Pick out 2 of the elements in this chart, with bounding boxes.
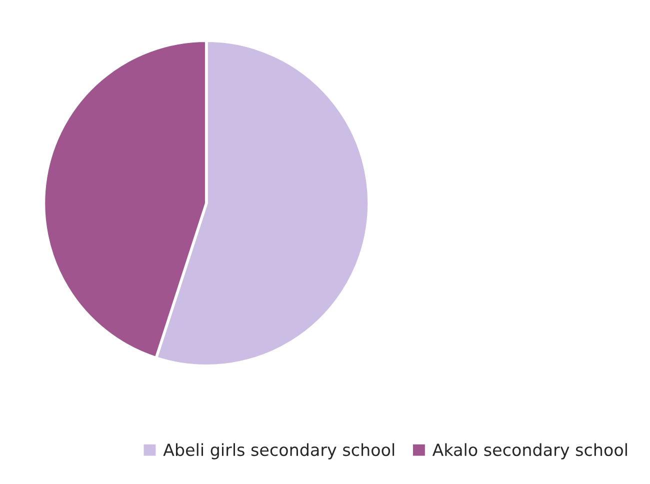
legend-label: Akalo secondary school	[432, 443, 627, 460]
legend-label: Abeli girls secondary school	[163, 443, 394, 460]
